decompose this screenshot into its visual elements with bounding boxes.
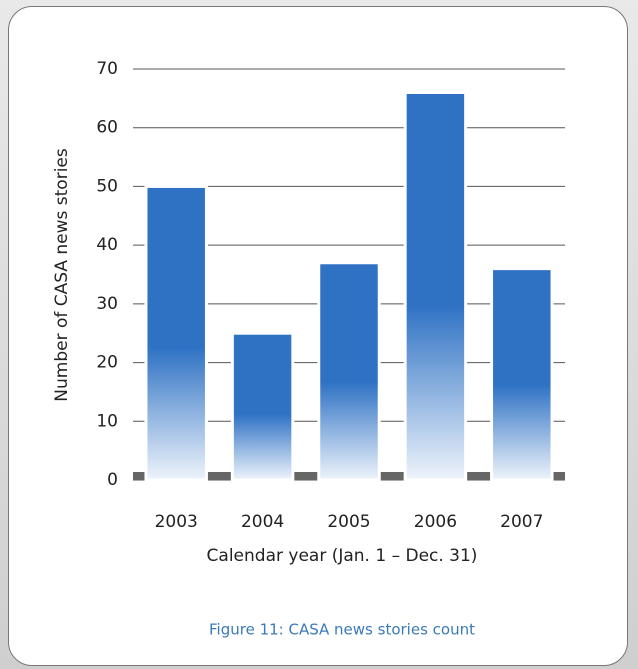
- x-tick-label: 2003: [155, 512, 198, 532]
- y-tick-label: 50: [96, 176, 118, 196]
- y-tick-label: 70: [96, 59, 118, 79]
- bar: [230, 331, 295, 482]
- x-tick-label: 2004: [241, 512, 284, 532]
- x-tick-label: 2005: [327, 512, 370, 532]
- y-tick-label: 0: [107, 470, 118, 490]
- y-tick-label: 40: [96, 235, 118, 255]
- y-tick-label: 60: [96, 118, 118, 138]
- bar: [317, 261, 381, 482]
- y-tick-label: 10: [96, 411, 118, 431]
- x-axis-label: Calendar year (Jan. 1 – Dec. 31): [207, 546, 478, 566]
- y-tick-label: 30: [96, 294, 118, 314]
- bar: [144, 184, 208, 482]
- bar: [490, 267, 554, 482]
- bar: [403, 90, 468, 482]
- x-tick-label: 2006: [414, 512, 457, 532]
- y-tick-label: 20: [96, 353, 118, 373]
- y-axis-label: Number of CASA news stories: [52, 148, 72, 402]
- x-tick-label: 2007: [500, 512, 543, 532]
- caption: Figure 11: CASA news stories count: [209, 621, 475, 639]
